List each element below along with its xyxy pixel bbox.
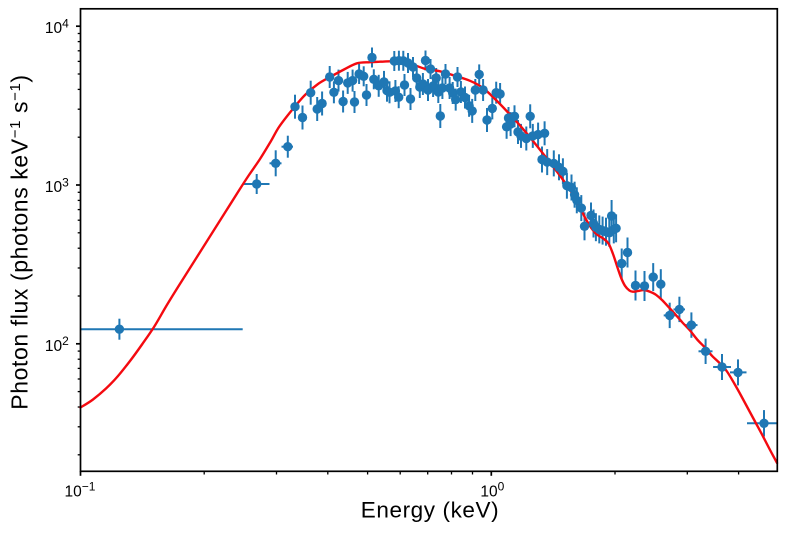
svg-text:Energy (keV): Energy (keV) [361, 498, 500, 523]
